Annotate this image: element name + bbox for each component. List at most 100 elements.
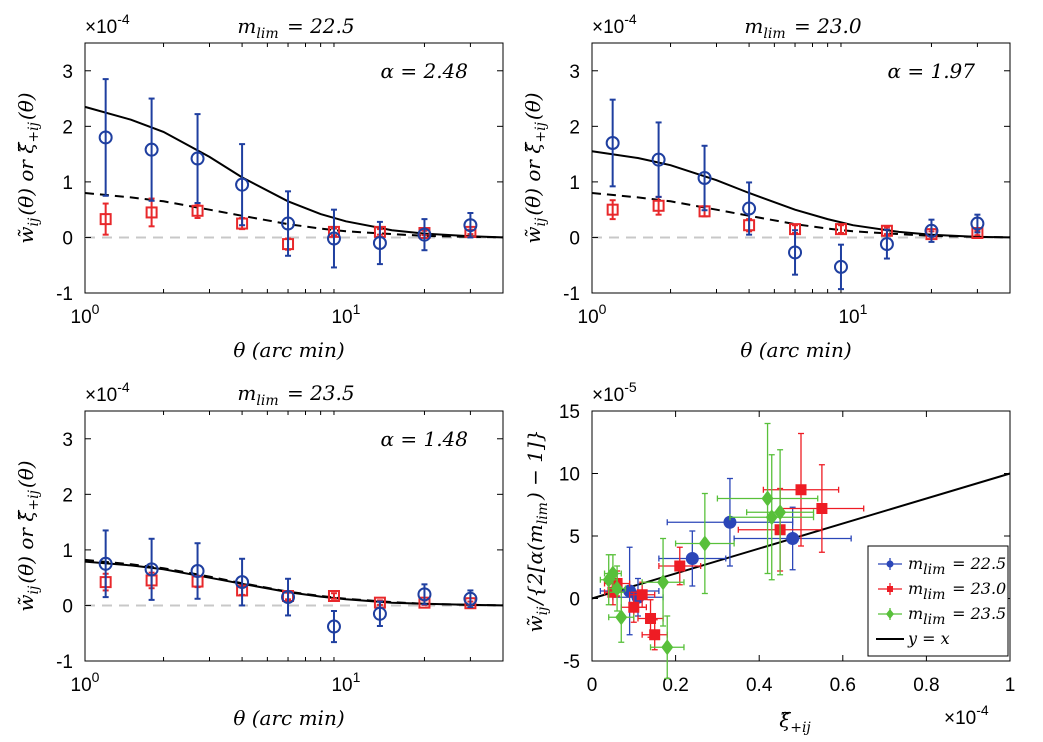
y-tick-label: 3	[62, 62, 73, 83]
y-tick-label: 1	[62, 173, 73, 194]
data-point	[372, 236, 387, 250]
data-point	[636, 589, 648, 601]
data-point	[795, 484, 807, 496]
x-axis-label: θ (arc min)	[233, 338, 344, 362]
x-tick-label: 101	[331, 301, 360, 328]
plot-frame	[84, 410, 504, 662]
x-tick-label: 0.2	[662, 675, 688, 696]
x-tick-label: 101	[331, 669, 360, 696]
x-tick-label: 0	[587, 675, 598, 696]
y-tick-label: 3	[569, 62, 580, 83]
data-point	[615, 609, 628, 626]
data-point	[281, 216, 296, 231]
y-tick-label: 2	[569, 117, 580, 138]
y-tick-label: -1	[563, 284, 580, 305]
data-point	[190, 564, 205, 578]
model-dashed-line	[84, 558, 504, 607]
data-point	[788, 245, 803, 260]
data-point	[879, 237, 894, 252]
x-tick-label: 100	[578, 301, 607, 328]
data-point	[649, 629, 661, 641]
data-point	[645, 613, 657, 624]
y-multiplier: ×10-5	[592, 379, 637, 406]
y-tick-label: 1	[62, 541, 73, 562]
y-axis-label: w̃ij (θ) or ξ̃+ij (θ)	[521, 92, 549, 243]
data-point	[235, 177, 250, 192]
x-multiplier: ×10-4	[944, 702, 989, 729]
data-point	[606, 565, 619, 582]
data-point	[605, 136, 620, 150]
y-multiplier: ×10-4	[85, 379, 130, 406]
y-axis-label: w̃ij /{2[α(mlim ) − 1]}	[523, 430, 551, 633]
panel-title: mlim = 23.5	[237, 381, 354, 409]
x-tick-label: 100	[71, 301, 100, 328]
plot-frame	[84, 42, 504, 294]
y-axis-label: w̃ij (θ) or ξ̃+ij (θ)	[14, 460, 42, 611]
data-point	[98, 130, 113, 145]
data-point	[786, 532, 800, 545]
data-point	[191, 204, 204, 217]
model-dashed-line	[591, 192, 1011, 239]
data-point	[816, 503, 828, 514]
data-point	[833, 259, 848, 274]
y-multiplier: ×10-4	[592, 11, 637, 38]
x-axis-label: θ (arc min)	[233, 706, 344, 730]
y-tick-label: -1	[56, 284, 73, 305]
y-tick-label: 5	[569, 527, 580, 548]
data-point	[98, 556, 113, 571]
x-tick-label: 100	[71, 669, 100, 696]
y-tick-label: 0	[569, 228, 580, 249]
panel-2: -1 0 1 2 3 100 101 ×10-4 mlim = 23.0 α = 1.97 θ (a…	[521, 11, 1011, 362]
data-point	[834, 223, 847, 236]
legend-label: mlim = 23.0	[908, 579, 1006, 603]
data-point	[326, 231, 341, 246]
data-point	[774, 504, 787, 521]
data-point	[144, 142, 159, 157]
data-point	[651, 152, 666, 167]
y-tick-label: 15	[559, 402, 580, 423]
data-point	[190, 151, 205, 166]
legend-marker	[887, 586, 893, 592]
data-point	[661, 639, 674, 656]
data-point	[144, 562, 159, 577]
alpha-annotation: α = 1.48	[380, 427, 468, 451]
data-point	[697, 171, 712, 185]
x-tick-label: 0.8	[913, 675, 939, 696]
x-tick-label: 0.6	[830, 675, 856, 696]
panel-1: -1 0 1 2 3 100 101 ×10-4 mlim = 22.5 α = 2.48 θ (a…	[14, 11, 504, 362]
data-point	[145, 206, 158, 219]
x-tick-label: 0.4	[746, 675, 773, 696]
x-tick-label: 1	[1005, 675, 1016, 696]
data-point	[742, 201, 757, 216]
y-tick-label: 0	[62, 228, 73, 249]
data-point	[417, 227, 432, 242]
data-point	[652, 199, 665, 212]
data-point	[674, 560, 686, 572]
y-tick-label: -5	[563, 652, 580, 673]
alpha-annotation: α = 2.48	[380, 59, 468, 83]
y-tick-label: 2	[62, 117, 73, 138]
data-point	[99, 213, 112, 226]
plot-frame	[591, 42, 1011, 294]
data-point	[235, 575, 250, 590]
data-point	[372, 606, 387, 621]
data-point	[327, 590, 340, 602]
data-point	[606, 203, 619, 216]
y-tick-label: 3	[62, 430, 73, 451]
alpha-annotation: α = 1.97	[887, 59, 975, 83]
y-tick-label: 10	[559, 465, 580, 486]
data-point	[698, 535, 711, 552]
y-tick-label: -1	[56, 652, 73, 673]
panel-3: -1 0 1 2 3 100 101 ×10-4 mlim = 23.5 α = 1.48 θ (a…	[14, 379, 504, 730]
data-point	[924, 223, 939, 238]
panel-title: mlim = 22.5	[237, 14, 354, 42]
data-point	[463, 591, 478, 606]
legend-label: mlim = 23.5	[908, 604, 1006, 628]
data-point	[765, 509, 778, 526]
legend-marker	[886, 560, 894, 568]
data-point	[463, 218, 478, 233]
y-tick-label: 0	[569, 590, 580, 611]
